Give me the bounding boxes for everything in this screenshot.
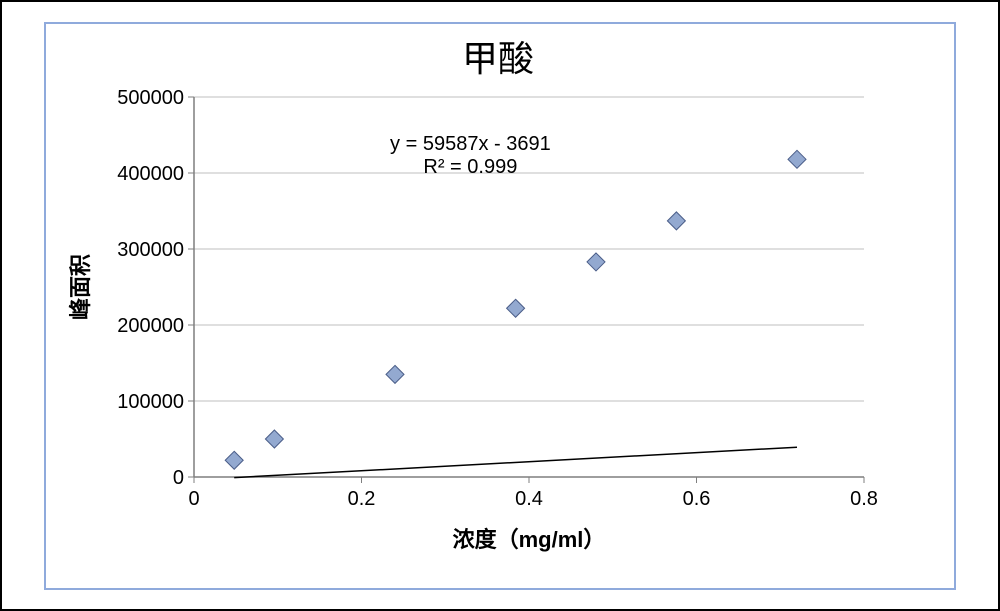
xtick-label: 0.4 xyxy=(515,488,543,510)
chart-svg: 0 100000 200000 300000 400000 500000 0 0.2 0.4 0.… xyxy=(64,77,884,577)
data-point xyxy=(225,451,243,469)
fit-line xyxy=(234,447,797,477)
data-point xyxy=(265,430,283,448)
chart-title: 甲酸 xyxy=(462,30,534,82)
data-point xyxy=(667,212,685,230)
xtick-label: 0 xyxy=(188,488,199,510)
data-point xyxy=(386,365,404,383)
data-point xyxy=(788,150,806,168)
outer-border: 甲酸 0 100000 200000 300000 400000 500000 0 0.2 0.… xyxy=(0,0,1000,611)
ytick-label: 200000 xyxy=(117,315,184,337)
ytick-label: 100000 xyxy=(117,391,184,413)
data-point xyxy=(507,299,525,317)
equation-text: y = 59587x - 3691 xyxy=(390,133,551,155)
r2-text: R² = 0.999 xyxy=(423,156,517,178)
ytick-label: 500000 xyxy=(117,87,184,109)
x-axis-label: 浓度（mg/ml） xyxy=(453,527,606,552)
xtick-label: 0.6 xyxy=(683,488,711,510)
ytick-label: 300000 xyxy=(117,239,184,261)
xtick-label: 0.8 xyxy=(850,488,878,510)
data-point xyxy=(587,253,605,271)
y-axis-label: 峰面积 xyxy=(68,254,93,320)
ytick-label: 400000 xyxy=(117,163,184,185)
ytick-label: 0 xyxy=(173,467,184,489)
xtick-label: 0.2 xyxy=(348,488,376,510)
